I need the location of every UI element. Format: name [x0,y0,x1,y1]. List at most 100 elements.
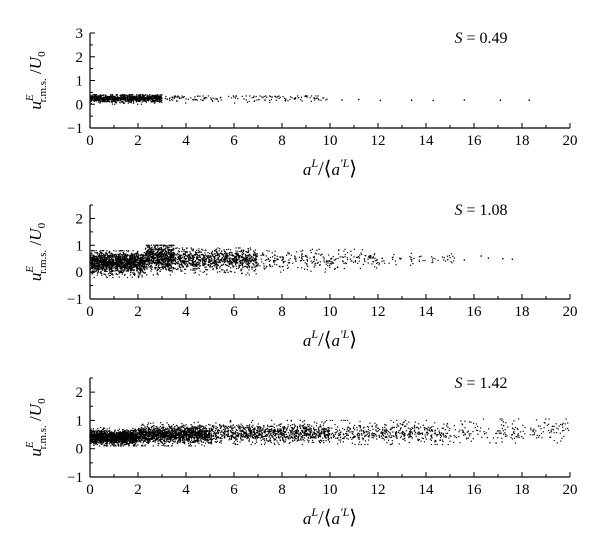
data-point [273,259,276,262]
data-point [120,95,122,97]
data-point [334,259,336,261]
data-point [136,95,138,97]
data-point [269,264,271,267]
data-point [198,262,200,264]
data-point [133,260,135,262]
data-point [155,99,157,102]
data-point [174,267,176,270]
data-point [196,99,198,101]
data-point [159,244,161,246]
data-point [173,258,176,260]
data-point [176,100,178,102]
data-point [191,255,193,257]
data-point [158,268,160,270]
data-point [141,97,144,99]
data-point [230,271,233,273]
data-point [178,256,180,259]
data-point [114,96,116,98]
data-point [241,253,243,255]
data-point [203,255,205,257]
data-point [114,430,116,433]
data-point [146,246,149,248]
data-point [369,255,372,257]
data-point [154,261,156,263]
data-point [195,262,198,265]
data-point [418,256,421,258]
data-point [151,246,153,248]
data-point [127,266,129,268]
data-point [188,254,191,256]
data-point [157,255,159,258]
data-point [123,263,125,265]
data-point [146,258,148,260]
data-point [164,256,166,258]
data-point [128,431,130,434]
data-point [117,260,120,263]
data-point [235,250,237,252]
data-point [155,257,157,259]
data-points [89,94,530,105]
data-point [196,268,198,270]
data-point [141,260,143,262]
data-point [101,256,103,258]
data-point [156,272,159,274]
data-point [121,264,123,266]
data-point [91,263,93,265]
data-point [161,266,163,268]
data-point [240,262,242,264]
data-point [201,248,203,250]
data-point [98,98,100,100]
data-point [147,266,149,268]
data-point [116,261,118,263]
data-point [124,97,126,99]
data-point [95,269,97,271]
data-point [121,99,123,101]
data-point [164,97,166,99]
data-point [487,257,490,259]
data-point [195,268,197,270]
data-point [111,269,113,271]
data-point [237,247,240,249]
data-point [202,255,205,257]
data-point [147,97,149,99]
data-point [254,249,257,251]
data-point [219,248,221,250]
data-point [313,97,315,99]
data-point [226,256,228,258]
data-point [239,261,241,263]
data-point [155,267,157,269]
data-point [125,254,127,256]
data-point [245,256,247,258]
data-point [169,244,171,246]
data-point [246,256,248,259]
data-point [122,253,125,255]
data-point [98,261,100,263]
data-point [99,268,101,271]
data-point [226,265,228,267]
data-point [204,249,206,252]
data-point [141,258,143,261]
data-point [127,254,129,256]
data-point [103,263,105,266]
data-point [159,94,161,96]
data-point [410,260,413,262]
data-point [286,254,288,256]
data-point [167,263,169,266]
data-point [143,95,146,97]
data-point [246,265,248,268]
data-point [227,262,229,264]
data-point [94,257,97,260]
data-point [119,252,121,254]
x-axis-label: aL/⟨a′L⟩ [303,327,357,351]
data-point [136,251,139,253]
data-point [132,264,134,266]
data-point [431,256,433,258]
data-point [255,266,257,268]
data-point [286,264,288,266]
data-point [241,264,243,266]
data-point [342,261,344,263]
data-point [125,96,127,98]
data-point [242,251,244,253]
data-point [109,94,112,96]
data-point [132,266,134,269]
